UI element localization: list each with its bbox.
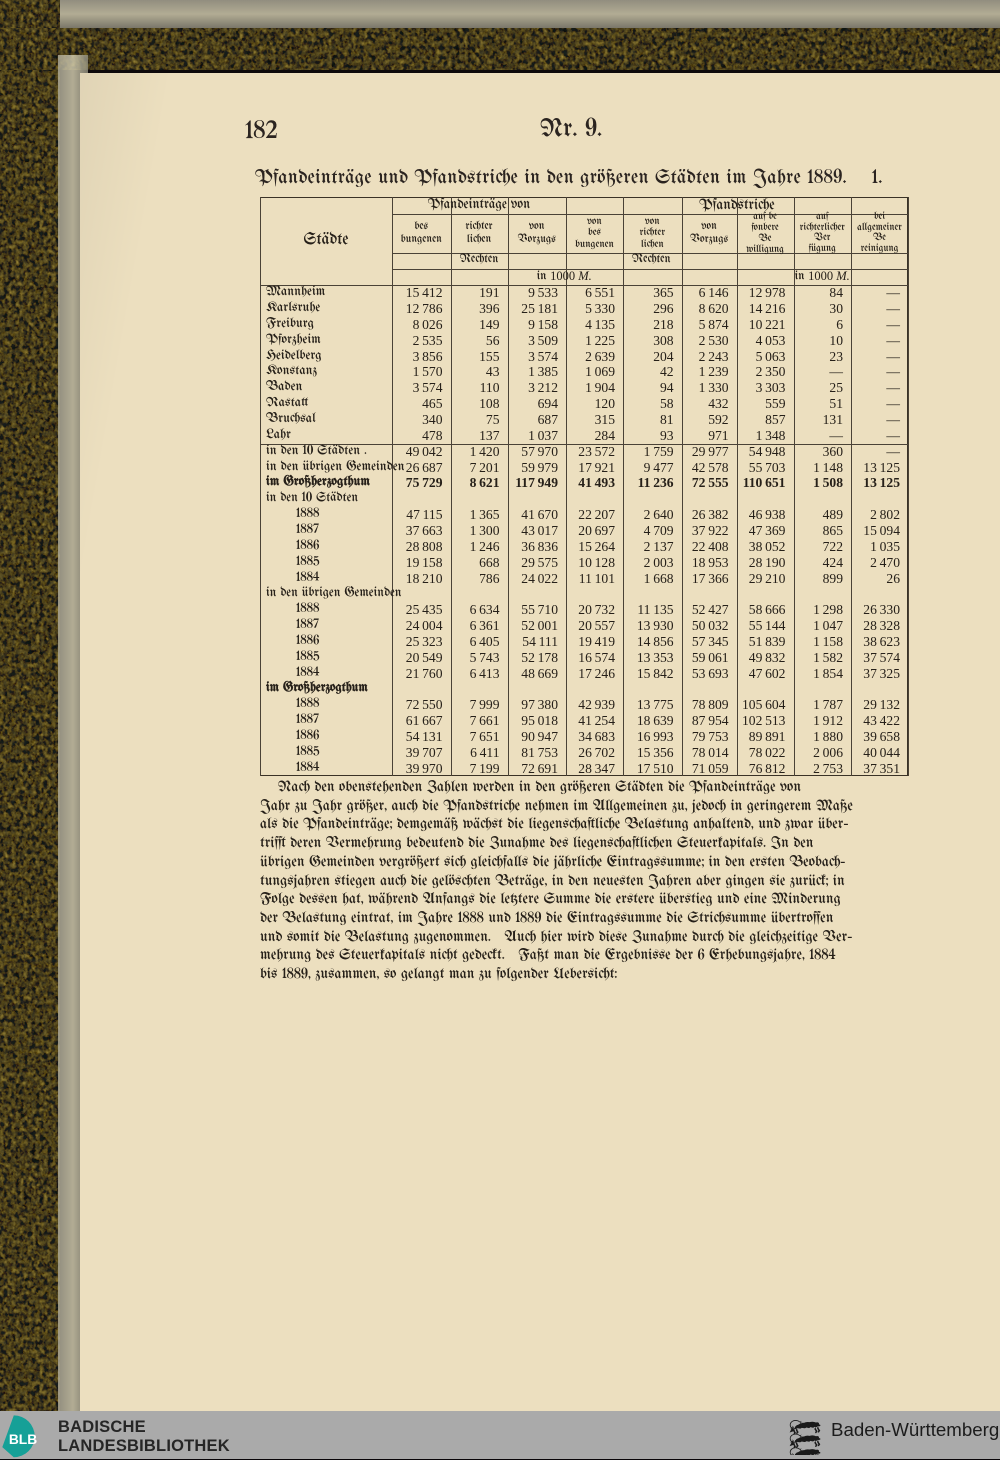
svg-text:BLB: BLB bbox=[9, 1432, 37, 1447]
